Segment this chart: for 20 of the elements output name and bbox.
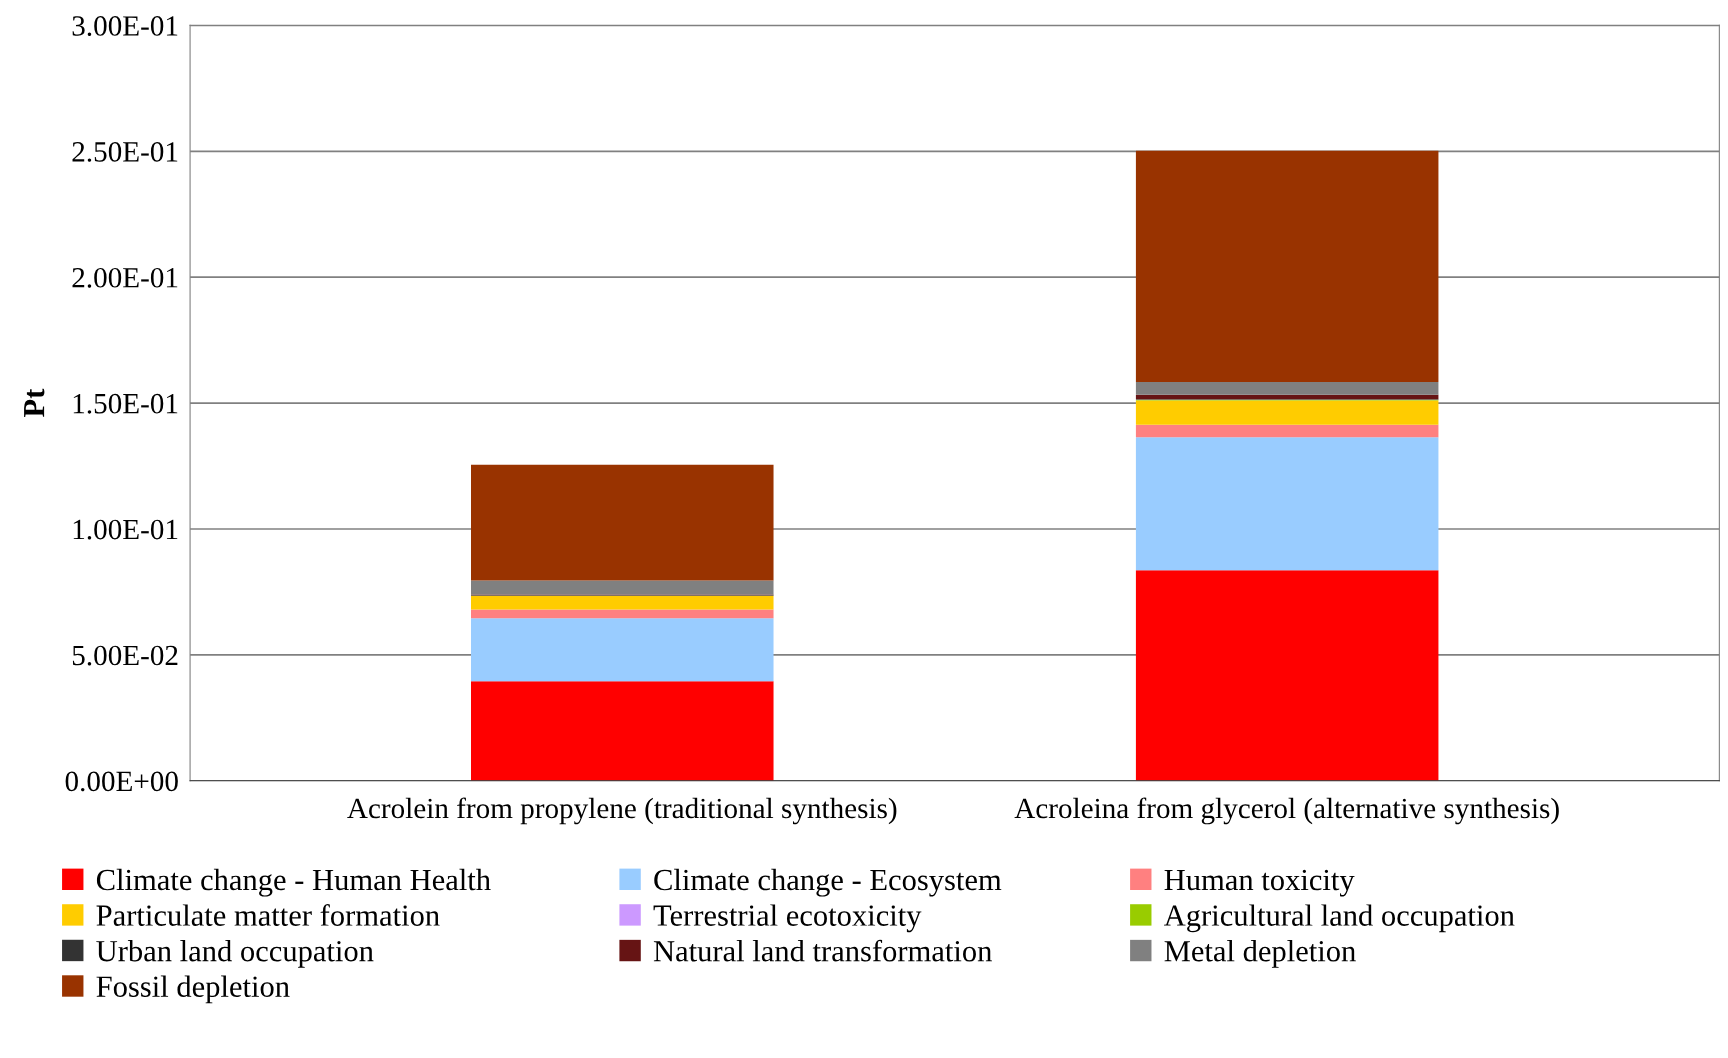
y-tick-label: 5.00E-02 bbox=[72, 645, 178, 666]
legend-label: Urban land occupation bbox=[96, 939, 374, 968]
y-tick-label: 1.50E-01 bbox=[73, 393, 178, 414]
y-tick-label: 2.50E-01 bbox=[72, 142, 178, 162]
y-axis-title: Pt bbox=[24, 388, 45, 417]
y-tick-label: 3.00E-01 bbox=[72, 16, 178, 36]
legend-label: Terrestrial ecotoxicity bbox=[653, 904, 922, 933]
legend-label: Human toxicity bbox=[1164, 869, 1355, 897]
y-tick-label: 2.00E-01 bbox=[72, 267, 178, 288]
x-tick-label: Acrolein from propylene (traditional synthesis) bbox=[347, 797, 897, 825]
legend-label: Natural land transformation bbox=[653, 939, 992, 962]
legend-label: Fossil depletion bbox=[96, 975, 290, 1004]
legend-label: Climate change - Ecosystem bbox=[654, 868, 1002, 897]
legend-label: Agricultural land occupation bbox=[1164, 904, 1515, 933]
y-tick-label: 1.00E-01 bbox=[73, 519, 178, 540]
y-tick-label: 0.00E+00 bbox=[65, 771, 178, 792]
legend-label: Particulate matter formation bbox=[96, 904, 440, 926]
x-tick-label: Acroleina from glycerol (alternative synthesis) bbox=[1014, 797, 1559, 825]
legend-label: Climate change - Human Health bbox=[96, 868, 491, 897]
legend-label: Metal depletion bbox=[1164, 940, 1356, 968]
